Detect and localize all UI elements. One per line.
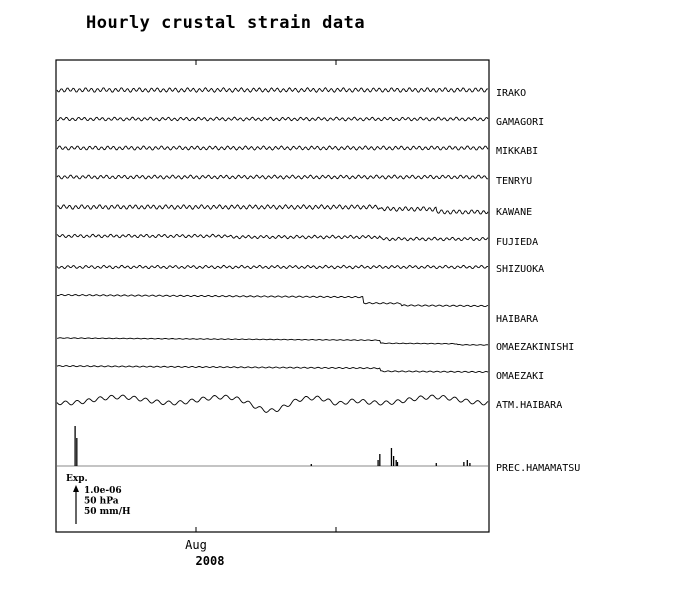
legend-entry: 50 mm/H	[84, 507, 131, 517]
series-label-kawane: KAWANE	[496, 207, 532, 218]
x-tick-label: Aug	[185, 538, 207, 552]
series-line-omaezaki	[56, 365, 489, 373]
series-label-omaezaki: OMAEZAKI	[496, 371, 544, 382]
series-line-kawane	[56, 204, 489, 215]
series-label-irako: IRAKO	[496, 88, 526, 99]
series-line-atm-haibara	[56, 394, 489, 413]
series-label-fujieda: FUJIEDA	[496, 237, 538, 248]
series-label-mikkabi: MIKKABI	[496, 146, 538, 157]
series-line-mikkabi	[56, 145, 489, 151]
chart-title: Hourly crustal strain data	[86, 13, 366, 33]
series-line-fujieda	[56, 233, 489, 242]
series-line-haibara	[56, 294, 489, 308]
series-label-atm-haibara: ATM.HAIBARA	[496, 400, 562, 411]
series-label-haibara: HAIBARA	[496, 314, 538, 325]
series-label-omaezakinishi: OMAEZAKINISHI	[496, 342, 574, 353]
series-line-irako	[56, 87, 489, 93]
series-line-omaezakinishi	[56, 337, 489, 346]
series-label-prec-hamamatsu: PREC.HAMAMATSU	[496, 463, 580, 474]
legend-entry: 1.0e-06	[84, 486, 122, 496]
series-label-tenryu: TENRYU	[496, 176, 532, 187]
legend-heading: Exp.	[66, 474, 88, 484]
series-line-shizuoka	[56, 264, 489, 270]
x-tick-year-label: 2008	[196, 554, 225, 568]
series-label-gamagori: GAMAGORI	[496, 117, 544, 128]
legend-entry: 50 hPa	[84, 497, 119, 507]
scale-arrow-icon	[73, 485, 79, 492]
series-line-tenryu	[56, 174, 489, 180]
series-label-shizuoka: SHIZUOKA	[496, 264, 544, 275]
series-line-gamagori	[56, 116, 489, 122]
plot-frame	[55, 59, 490, 533]
